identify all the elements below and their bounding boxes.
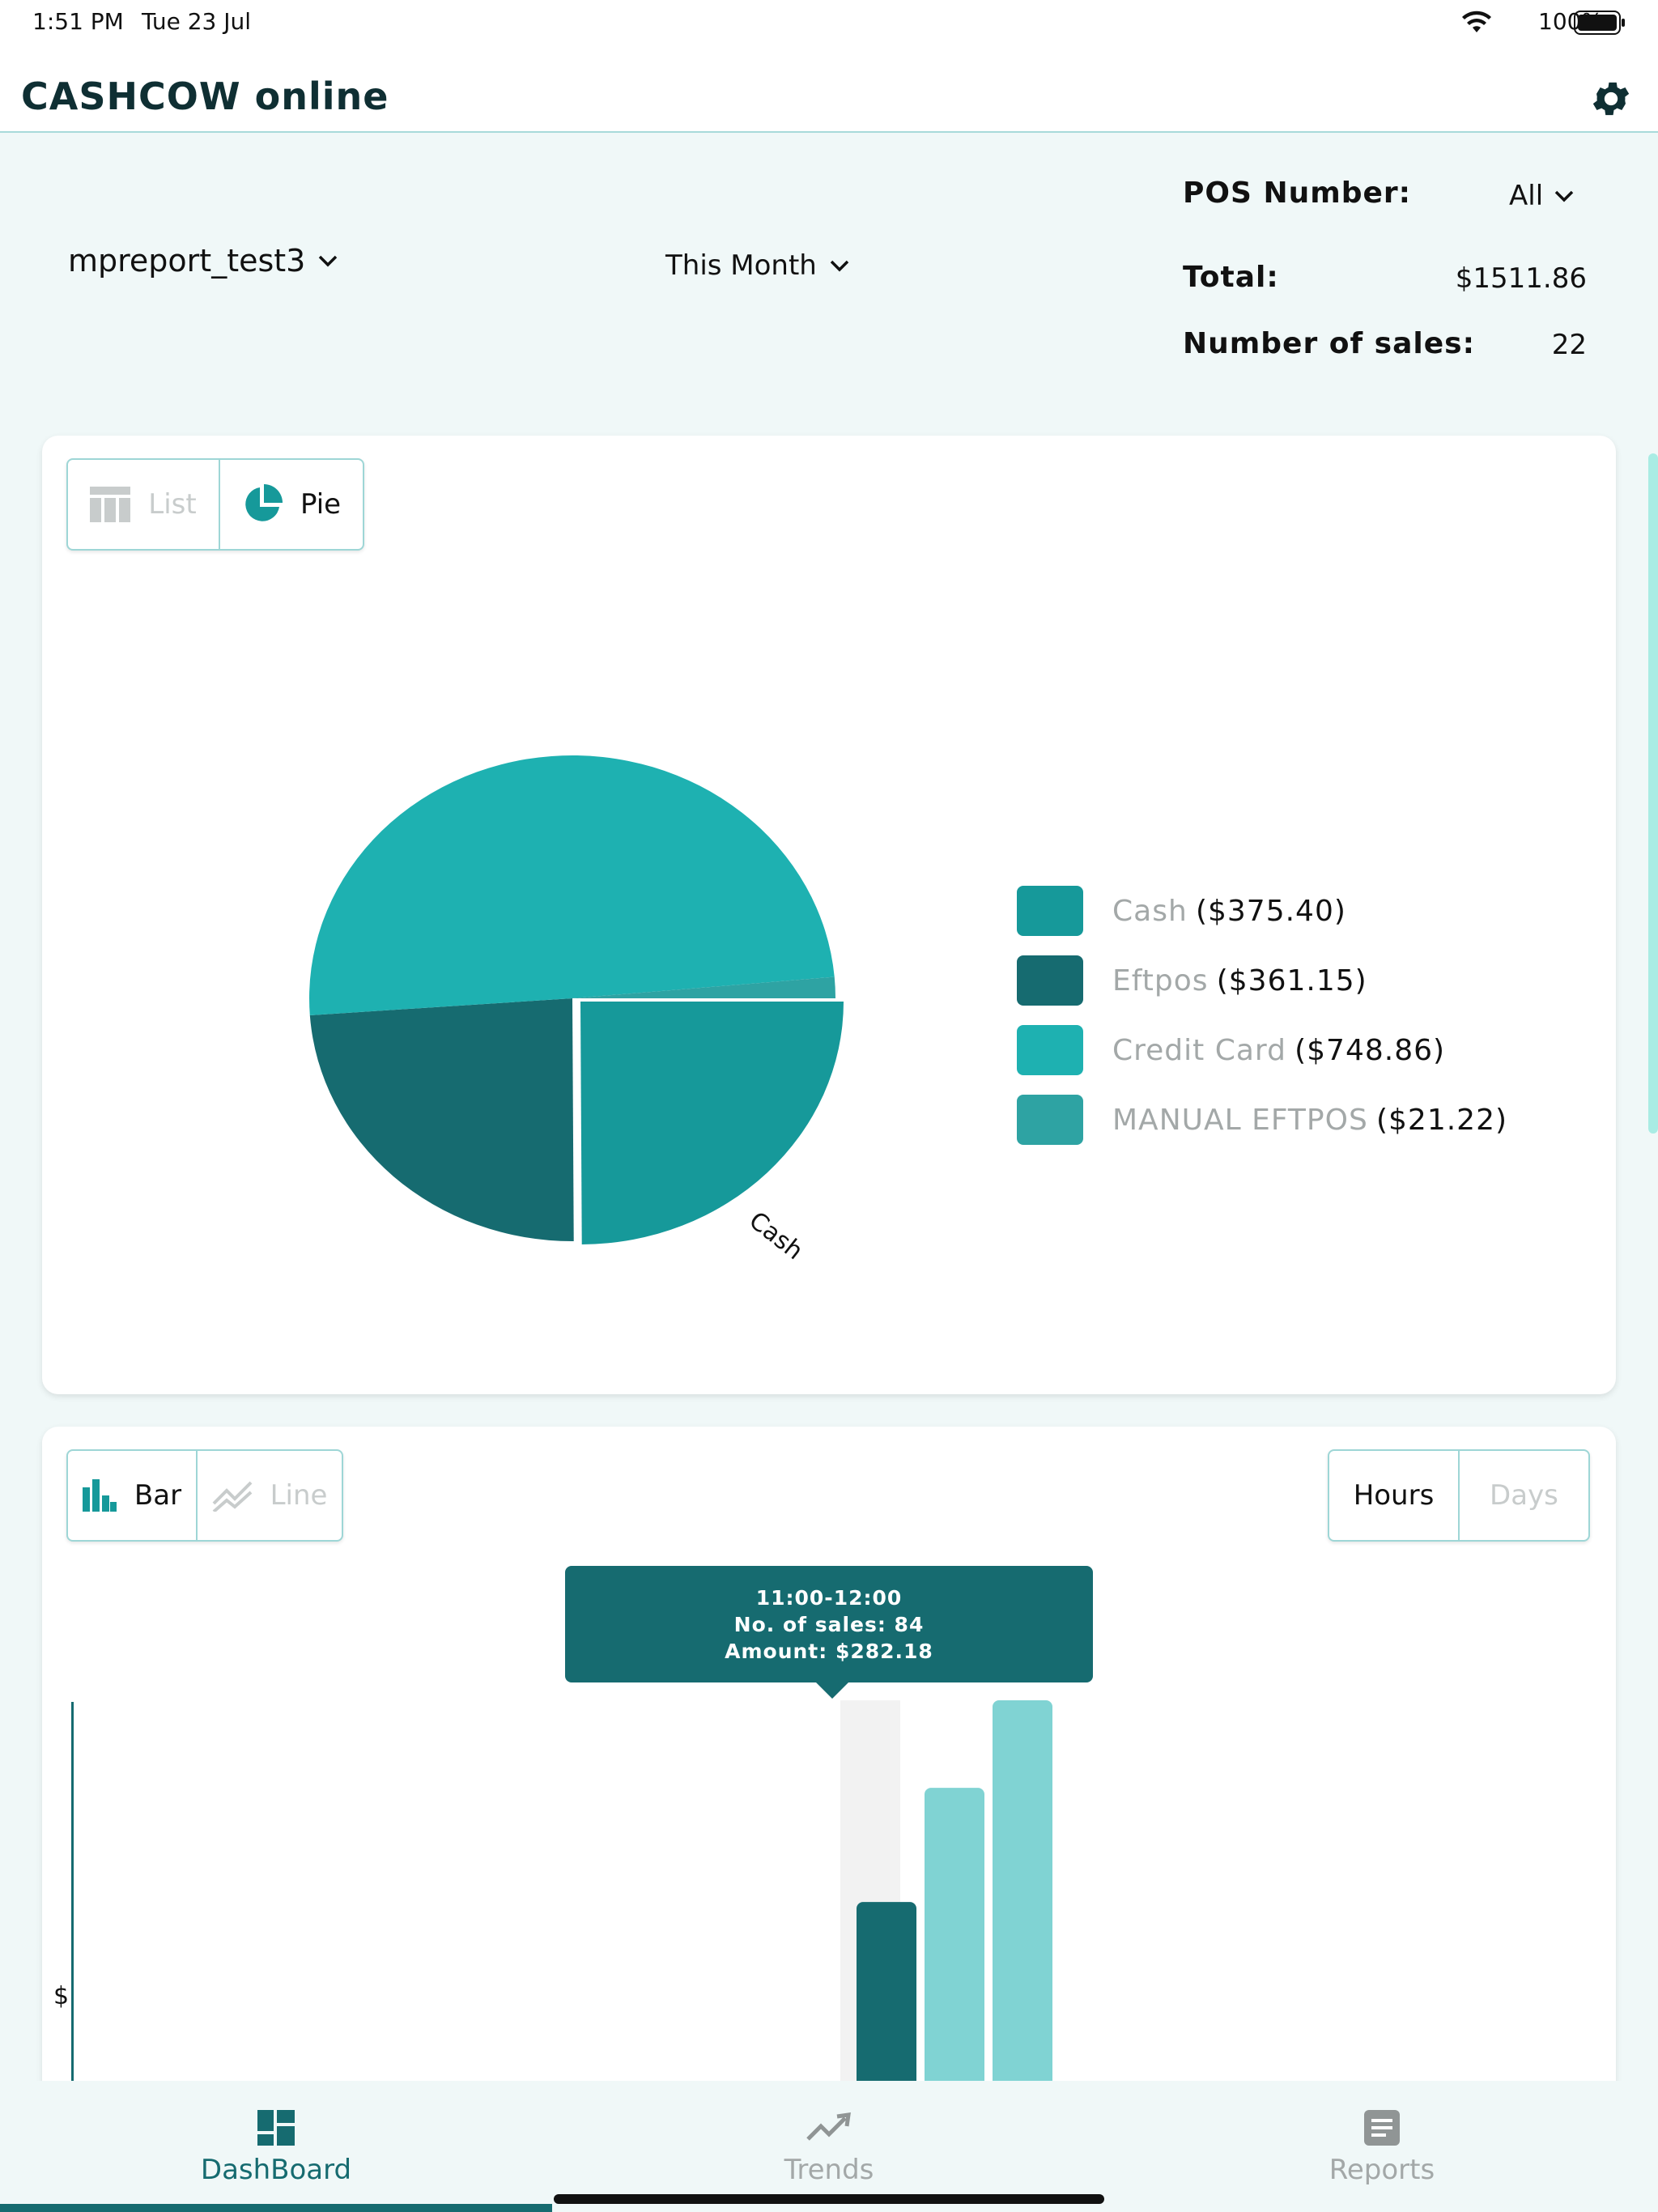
y-axis [71, 1702, 74, 2163]
chevron-down-icon [1554, 190, 1574, 202]
tab-bar: DashBoard Trends Reports [0, 2081, 1658, 2212]
pie-legend: Cash ($375.40) Eftpos ($361.15) Credit C… [1017, 886, 1507, 1145]
table-icon [90, 487, 131, 522]
sales-by-time-card: Bar Line Hours Days 11:00-12:00 No. of s… [42, 1427, 1616, 2163]
status-bar: 1:51 PM Tue 23 Jul 100% [0, 0, 1658, 45]
legend-name: Cash [1112, 894, 1188, 928]
legend-item-credit-card: Credit Card ($748.86) [1017, 1025, 1507, 1075]
legend-swatch [1017, 1025, 1083, 1075]
legend-value: ($748.86) [1295, 1033, 1446, 1067]
y-axis-label: $ [53, 1982, 70, 2010]
gear-icon[interactable] [1588, 76, 1634, 121]
chevron-down-icon [830, 260, 849, 272]
pos-number-selector[interactable]: All [1509, 180, 1575, 212]
store-name: mpreport_test3 [68, 243, 306, 279]
tooltip-pointer [814, 1681, 850, 1699]
legend-name: MANUAL EFTPOS [1112, 1103, 1368, 1137]
tooltip-range: 11:00-12:00 [755, 1585, 903, 1610]
sales-count-value: 22 [1551, 329, 1587, 361]
hours-label: Hours [1353, 1479, 1435, 1512]
chart-type-toggle: Bar Line [66, 1449, 343, 1542]
tab-label-dashboard: DashBoard [200, 2154, 352, 2186]
bar-chart-label: Bar [134, 1479, 182, 1512]
status-date: Tue 23 Jul [142, 8, 252, 35]
pie-slice-eftpos[interactable] [309, 998, 574, 1241]
home-indicator [554, 2194, 1104, 2204]
days-button[interactable]: Days [1460, 1451, 1588, 1540]
sales-bar[interactable] [993, 1700, 1052, 2089]
legend-item-eftpos: Eftpos ($361.15) [1017, 955, 1507, 1006]
tab-reports[interactable]: Reports [1106, 2081, 1658, 2212]
battery-icon [1574, 11, 1625, 35]
legend-name: Credit Card [1112, 1033, 1286, 1067]
pie-slice-cash[interactable] [580, 1002, 844, 1244]
list-view-label: List [148, 488, 197, 521]
bar-chart-button[interactable]: Bar [68, 1451, 196, 1540]
chevron-down-icon [319, 255, 338, 267]
line-chart-button[interactable]: Line [198, 1451, 342, 1540]
time-granularity-toggle: Hours Days [1328, 1449, 1590, 1542]
app-header: CASHCOW online [0, 45, 1658, 133]
tooltip-sales: No. of sales: 84 [733, 1612, 925, 1636]
tab-trends[interactable]: Trends [552, 2081, 1106, 2212]
legend-item-cash: Cash ($375.40) [1017, 886, 1507, 936]
total-label: Total: [1183, 261, 1279, 294]
view-toggle: List Pie [66, 458, 364, 551]
tab-active-indicator [0, 2204, 552, 2212]
sales-count-label: Number of sales: [1183, 327, 1475, 360]
legend-swatch [1017, 955, 1083, 1006]
bar-chart-icon [82, 1479, 117, 1512]
legend-item-manual-eftpos: MANUAL EFTPOS ($21.22) [1017, 1095, 1507, 1145]
wifi-icon [1462, 11, 1491, 32]
legend-value: ($375.40) [1195, 894, 1346, 928]
pie-view-label: Pie [300, 488, 342, 521]
legend-name: Eftpos [1112, 963, 1209, 998]
days-label: Days [1490, 1479, 1558, 1512]
pie-slice-manual-eftpos[interactable] [572, 976, 835, 998]
total-value: $1511.86 [1455, 262, 1587, 295]
legend-value: ($361.15) [1216, 963, 1367, 998]
pos-number-label: POS Number: [1183, 177, 1412, 210]
pos-number-value: All [1509, 180, 1544, 212]
payment-pie-chart [309, 755, 844, 1244]
scrollbar[interactable] [1648, 453, 1658, 1134]
sales-bar[interactable] [857, 1902, 916, 2089]
tab-label-reports: Reports [1329, 2154, 1435, 2186]
trend-icon [806, 2112, 851, 2141]
pie-slice-credit-card[interactable] [309, 755, 835, 1015]
status-time: 1:51 PM [32, 8, 124, 35]
multiline-chart-icon [212, 1481, 252, 1512]
hourly-sales-bars [840, 1700, 1052, 2089]
hours-button[interactable]: Hours [1329, 1451, 1458, 1540]
legend-swatch [1017, 1095, 1083, 1145]
payment-breakdown-card: List Pie Cash Cash ($375.40) Eftpos ($36… [42, 436, 1616, 1394]
pie-view-button[interactable]: Pie [220, 460, 363, 549]
dashboard-icon [257, 2110, 295, 2146]
sales-bar[interactable] [925, 1788, 984, 2089]
reports-icon [1364, 2110, 1400, 2146]
tab-dashboard[interactable]: DashBoard [0, 2081, 552, 2212]
list-view-button[interactable]: List [68, 460, 219, 549]
line-chart-label: Line [270, 1479, 328, 1512]
app-title: CASHCOW online [21, 74, 389, 118]
tooltip-amount: Amount: $282.18 [725, 1639, 933, 1663]
tab-label-trends: Trends [784, 2154, 874, 2186]
store-selector[interactable]: mpreport_test3 [68, 243, 339, 279]
pie-chart-icon [245, 484, 283, 521]
period-selector[interactable]: This Month [665, 249, 851, 282]
period-value: This Month [665, 249, 817, 282]
legend-swatch [1017, 886, 1083, 936]
chart-tooltip: 11:00-12:00 No. of sales: 84 Amount: $28… [565, 1566, 1093, 1682]
legend-value: ($21.22) [1375, 1103, 1508, 1137]
